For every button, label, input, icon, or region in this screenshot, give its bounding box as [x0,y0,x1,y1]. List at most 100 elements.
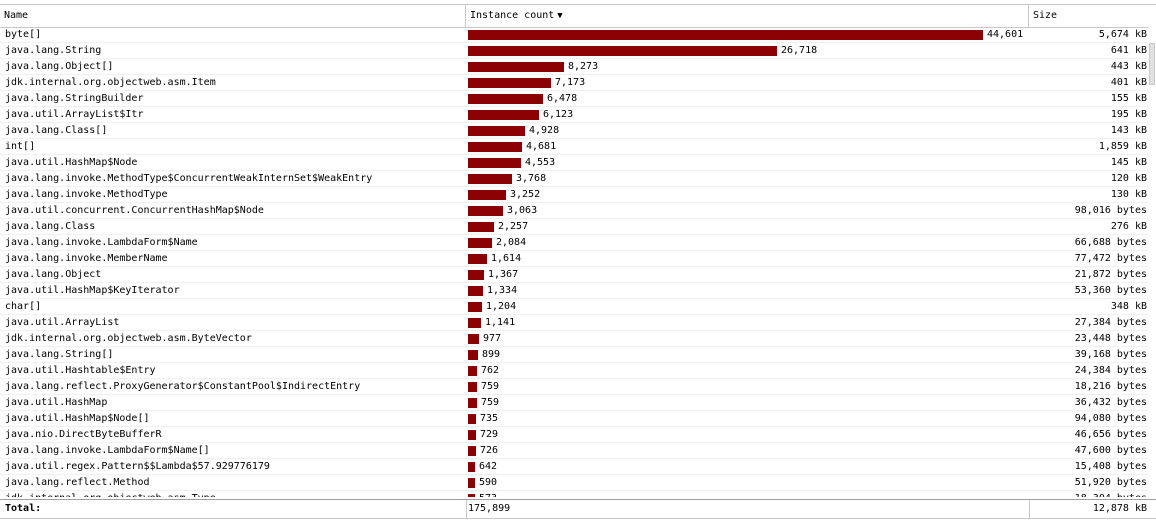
instance-count-bar [468,222,494,232]
class-name: java.lang.invoke.MethodType [5,189,168,200]
instance-count-value: 7,173 [555,77,586,88]
class-name: java.util.concurrent.ConcurrentHashMap$N… [5,205,264,216]
column-divider [1029,500,1030,518]
size-value: 145 kB [1110,157,1147,168]
table-row[interactable]: java.nio.DirectByteBufferR 729 46,656 byte… [0,427,1156,443]
class-name: java.lang.Object[] [5,61,114,72]
instance-count-bar [468,238,492,248]
class-name: java.util.regex.Pattern$$Lambda$57.92977… [5,461,270,472]
table-row[interactable]: java.lang.invoke.LambdaForm$Name 2,084 66,… [0,235,1156,251]
total-row: Total: 175,899 12,878 kB [0,499,1156,519]
table-row[interactable]: jdk.internal.org.objectweb.asm.Type 573 18… [0,491,1156,497]
size-value: 18,304 bytes [1075,491,1147,497]
table-row[interactable]: java.lang.reflect.ProxyGenerator$Constan… [0,379,1156,395]
instance-count-value: 2,257 [498,221,529,232]
size-value: 98,016 bytes [1074,205,1147,216]
size-value: 348 kB [1110,301,1147,312]
table-row[interactable]: java.lang.invoke.MemberName 1,614 77,472 b… [0,251,1156,267]
table-row[interactable]: java.util.ArrayList 1,141 27,384 bytes [0,315,1156,331]
table-row[interactable]: java.util.concurrent.ConcurrentHashMap$N… [0,203,1156,219]
table-row[interactable]: java.util.regex.Pattern$$Lambda$57.92977… [0,459,1156,475]
instance-count-cell: 4,553 [468,155,1027,171]
instance-count-bar [468,494,475,497]
size-value: 18,216 bytes [1074,381,1147,392]
instance-count-cell: 2,257 [468,219,1027,235]
sort-descending-icon: ▼ [557,11,563,21]
class-name: java.lang.reflect.ProxyGenerator$Constan… [5,381,361,392]
size-value: 130 kB [1110,189,1147,200]
instance-count-bar [468,126,525,136]
table-header: Name Instance count ▼ Size [0,4,1156,28]
instance-count-value: 1,204 [486,301,517,312]
instance-count-bar [468,46,777,56]
instance-count-bar [468,414,476,424]
class-name: java.lang.invoke.LambdaForm$Name [5,237,198,248]
class-name: java.util.HashMap$KeyIterator [5,285,180,296]
instance-count-cell: 1,204 [468,299,1027,315]
table-row[interactable]: java.util.HashMap 759 36,432 bytes [0,395,1156,411]
table-row[interactable]: java.util.HashMap$Node[] 735 94,080 bytes [0,411,1156,427]
instance-count-bar [468,190,506,200]
size-value: 15,408 bytes [1074,461,1147,472]
total-size: 12,878 kB [1092,503,1147,514]
instance-count-cell: 759 [468,395,1027,411]
table-row[interactable]: jdk.internal.org.objectweb.asm.Item 7,173… [0,75,1156,91]
column-header-size[interactable]: Size [1029,5,1156,27]
table-row[interactable]: java.util.HashMap$Node 4,553 145 kB [0,155,1156,171]
column-header-instance-count[interactable]: Instance count ▼ [466,5,1029,27]
table-row[interactable]: java.lang.StringBuilder 6,478 155 kB [0,91,1156,107]
instance-count-cell: 642 [468,459,1027,475]
size-value: 53,360 bytes [1074,285,1147,296]
instance-count-bar [468,30,983,40]
vertical-scrollbar[interactable] [1148,27,1156,497]
size-value: 143 kB [1110,125,1147,136]
column-header-name[interactable]: Name [0,5,466,27]
table-row[interactable]: java.util.ArrayList$Itr 6,123 195 kB [0,107,1156,123]
table-row[interactable]: java.lang.Object 1,367 21,872 bytes [0,267,1156,283]
instance-count-cell: 1,367 [468,267,1027,283]
instance-count-bar [468,382,477,392]
size-value: 36,432 bytes [1074,397,1147,408]
table-row[interactable]: java.lang.Class 2,257 276 kB [0,219,1156,235]
instance-count-bar [468,206,503,216]
instance-count-value: 8,273 [568,61,599,72]
table-row[interactable]: java.lang.String 26,718 641 kB [0,43,1156,59]
size-value: 77,472 bytes [1074,253,1147,264]
table-row[interactable]: byte[] 44,601 5,674 kB [0,27,1156,43]
instance-count-cell: 7,173 [468,75,1027,91]
instance-count-value: 4,553 [525,157,556,168]
instance-count-value: 899 [482,349,501,360]
table-row[interactable]: java.util.HashMap$KeyIterator 1,334 53,360… [0,283,1156,299]
instance-count-value: 977 [483,333,502,344]
instance-count-cell: 8,273 [468,59,1027,75]
total-label: Total: [5,503,42,514]
table-row[interactable]: int[] 4,681 1,859 kB [0,139,1156,155]
class-name: java.lang.Class [5,221,96,232]
instance-count-bar [468,62,564,72]
table-row[interactable]: java.lang.Object[] 8,273 443 kB [0,59,1156,75]
instance-count-value: 3,768 [516,173,547,184]
table-row[interactable]: java.lang.invoke.MethodType$ConcurrentWe… [0,171,1156,187]
instance-count-cell: 1,334 [468,283,1027,299]
table-row[interactable]: java.lang.Class[] 4,928 143 kB [0,123,1156,139]
scrollbar-thumb[interactable] [1149,43,1155,85]
table-row[interactable]: char[] 1,204 348 kB [0,299,1156,315]
table-row[interactable]: java.lang.invoke.LambdaForm$Name[] 726 47,… [0,443,1156,459]
instance-count-value: 6,478 [547,93,578,104]
class-histogram-table[interactable]: byte[] 44,601 5,674 kB java.lang.String 26,7… [0,27,1156,497]
table-row[interactable]: jdk.internal.org.objectweb.asm.ByteVecto… [0,331,1156,347]
class-name: byte[] [5,29,42,40]
class-name: java.lang.Object [5,269,102,280]
instance-count-bar [468,158,521,168]
class-name: java.nio.DirectByteBufferR [5,429,162,440]
instance-count-value: 26,718 [781,45,818,56]
class-name: char[] [5,301,42,312]
total-instance-count: 175,899 [468,503,511,514]
column-header-name-label: Name [4,10,29,21]
class-name: java.lang.reflect.Method [5,477,150,488]
table-row[interactable]: java.lang.String[] 899 39,168 bytes [0,347,1156,363]
table-row[interactable]: java.lang.reflect.Method 590 51,920 bytes [0,475,1156,491]
instance-count-value: 729 [480,429,499,440]
table-row[interactable]: java.util.Hashtable$Entry 762 24,384 bytes [0,363,1156,379]
table-row[interactable]: java.lang.invoke.MethodType 3,252 130 kB [0,187,1156,203]
